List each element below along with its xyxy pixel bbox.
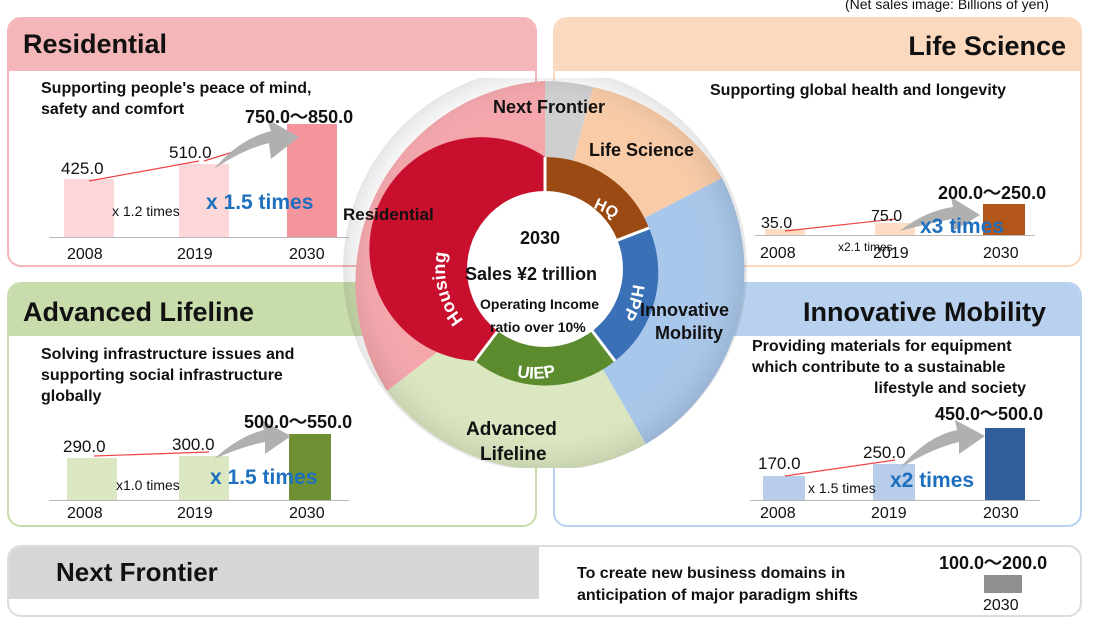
life-science-year-2030: 2030 [983,245,1019,262]
life-science-desc: Supporting global health and longevity [710,82,1006,99]
residential-trend [88,119,299,182]
mobility-mult-big: x2 times [890,469,975,492]
life-science-growth-arrow-icon [900,197,980,231]
life-science-title: Life Science [908,31,1066,61]
residential-desc-2: safety and comfort [41,101,185,118]
life-science-bar-2019 [875,223,915,235]
outer-label-next-frontier: Next Frontier [493,97,606,117]
frontier-desc-2: anticipation of major paradigm shifts [577,587,858,604]
mobility-value-2019: 250.0 [863,443,906,462]
frontier-desc-1: To create new business domains in [577,565,846,582]
lifeline-value-2019: 300.0 [172,435,215,454]
mobility-desc-1: Providing materials for equipment [752,338,1012,355]
life-science-mult-big: x3 times [920,215,1005,238]
mobility-bar-2008 [763,476,805,500]
center-year: 2030 [520,228,561,248]
residential-axis [49,237,349,238]
lifeline-desc-3: globally [41,388,102,405]
frontier-bar-2030 [984,575,1022,593]
unit-note: (Net sales image: Billions of yen) [845,0,1049,12]
outer-label-residential: Residential [343,205,434,224]
center-ratio-2: ratio over 10% [490,319,586,335]
lifeline-desc-2: supporting social infrastructure [41,367,283,384]
outer-label-lifeline-2: Lifeline [480,444,547,465]
mobility-year-2030: 2030 [983,505,1019,522]
residential-bar-2019 [179,164,229,237]
mobility-value-2008: 170.0 [758,454,801,473]
residential-value-2019: 510.0 [169,143,212,162]
center-sales: Sales ¥2 trillion [465,264,598,284]
center-donut: Housing HQ HPP UIEP [343,78,747,468]
mobility-year-2019: 2019 [871,505,907,522]
frontier-value-2030: 100.0～200.0 [939,553,1048,573]
residential-bar-2008 [64,179,114,237]
mobility-desc-2: which contribute to a sustainable [752,359,1006,376]
life-science-bar-2008 [765,229,805,235]
lifeline-year-2008: 2008 [67,505,103,522]
residential-desc-1: Supporting people's peace of mind, [41,80,312,97]
lifeline-bar-2030 [289,434,331,500]
life-science-axis [755,235,1035,236]
life-science-value-2008: 35.0 [761,215,793,232]
outer-label-mobility-1: Innovative [640,300,730,320]
lifeline-year-2019: 2019 [177,505,213,522]
residential-year-2008: 2008 [67,246,103,263]
residential-value-2008: 425.0 [61,159,104,178]
lifeline-growth-arrow-icon [214,420,291,459]
lifeline-mult-big: x 1.5 times [210,466,318,489]
life-science-value-2019: 75.0 [871,208,903,225]
mobility-bar-2019 [873,464,915,500]
mobility-title: Innovative Mobility [802,297,1046,327]
outer-label-mobility-2: Mobility [655,323,723,343]
mobility-year-2008: 2008 [760,505,796,522]
life-science-band [555,19,1080,71]
life-science-bar-2030 [983,204,1025,235]
lifeline-title: Advanced Lifeline [23,297,255,327]
mobility-value-2030: 450.0～500.0 [935,404,1044,424]
frontier-title: Next Frontier [56,557,218,587]
residential-year-2019: 2019 [177,246,213,263]
mobility-trend [784,420,985,477]
lifeline-year-2030: 2030 [289,505,325,522]
outer-label-life-science: Life Science [589,140,695,160]
life-science-value-2030: 200.0～250.0 [938,183,1047,203]
label-uiep: UIEP [516,361,557,383]
mobility-desc-3: lifestyle and society [874,380,1027,397]
residential-bar-2030 [287,124,337,237]
residential-mult-big: x 1.5 times [206,191,314,214]
lifeline-bar-2019 [179,456,229,500]
life-science-mult-small: x2.1 times [838,240,893,254]
mobility-axis [750,500,1040,501]
outer-label-lifeline-1: Advanced [466,419,557,440]
life-science-trend [784,197,980,232]
lifeline-value-2008: 290.0 [63,437,106,456]
frontier-band [9,547,539,599]
lifeline-bar-2008 [67,458,117,500]
frontier-year-2030: 2030 [983,597,1019,614]
mobility-growth-arrow-icon [900,420,985,468]
life-science-year-2019: 2019 [873,245,909,262]
life-science-year-2008: 2008 [760,245,796,262]
lifeline-desc-1: Solving infrastructure issues and [41,346,295,363]
lifeline-mult-small: x1.0 times [116,477,180,493]
lifeline-trend [93,420,291,459]
residential-band [9,19,535,71]
mobility-bar-2030 [985,428,1025,500]
lifeline-axis [49,500,349,501]
mobility-mult-small: x 1.5 times [808,480,876,496]
residential-year-2030: 2030 [289,246,325,263]
donut-hole [467,191,623,347]
lifeline-value-2030: 500.0～550.0 [244,412,353,432]
center-ratio-1: Operating Income [480,296,600,312]
residential-value-2030: 750.0～850.0 [245,107,354,127]
frontier-panel: Next Frontier To create new business dom… [7,545,1082,617]
residential-growth-arrow-icon [214,119,299,169]
residential-title: Residential [23,29,168,59]
residential-mult-small: x 1.2 times [112,203,180,219]
